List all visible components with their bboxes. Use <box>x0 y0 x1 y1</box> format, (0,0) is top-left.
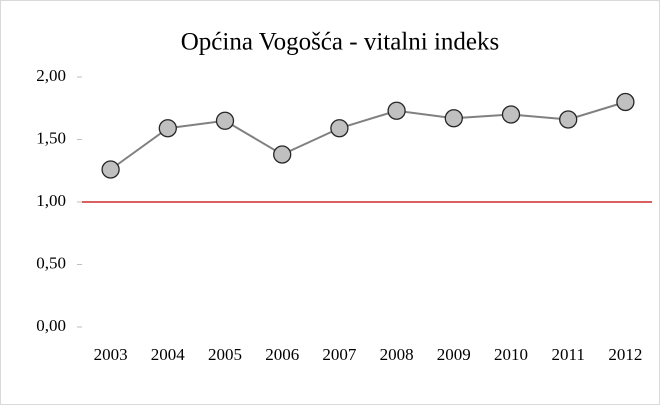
series-line <box>110 101 626 171</box>
x-tick-label: 2007 <box>322 345 357 364</box>
x-tick-label: 2004 <box>151 345 186 364</box>
x-tick-label: 2005 <box>208 345 242 364</box>
x-tick-label: 2010 <box>494 345 528 364</box>
data-point <box>559 110 578 129</box>
y-tick-label: 0,50 <box>36 253 66 272</box>
y-tick-label: 1,50 <box>36 128 66 147</box>
x-tick-label: 2006 <box>265 345 299 364</box>
data-point <box>158 119 177 138</box>
x-tick-label: 2008 <box>380 345 414 364</box>
data-point <box>616 92 635 112</box>
x-tick-label: 2011 <box>552 345 585 364</box>
chart-title: Općina Vogošća - vitalni indeks <box>181 29 499 56</box>
data-point <box>387 101 406 120</box>
y-tick-label: 1,00 <box>36 191 66 210</box>
y-tick-label: 2,00 <box>36 66 66 85</box>
x-tick-label: 2009 <box>437 345 471 364</box>
data-point <box>330 119 349 138</box>
data-point <box>501 105 521 124</box>
data-point <box>273 145 292 164</box>
data-point <box>101 160 120 179</box>
y-tick-label: 0,00 <box>36 316 66 335</box>
x-tick-label: 2003 <box>94 345 128 364</box>
data-point <box>444 109 463 128</box>
data-point <box>215 111 235 130</box>
x-tick-label: 2012 <box>608 345 642 364</box>
